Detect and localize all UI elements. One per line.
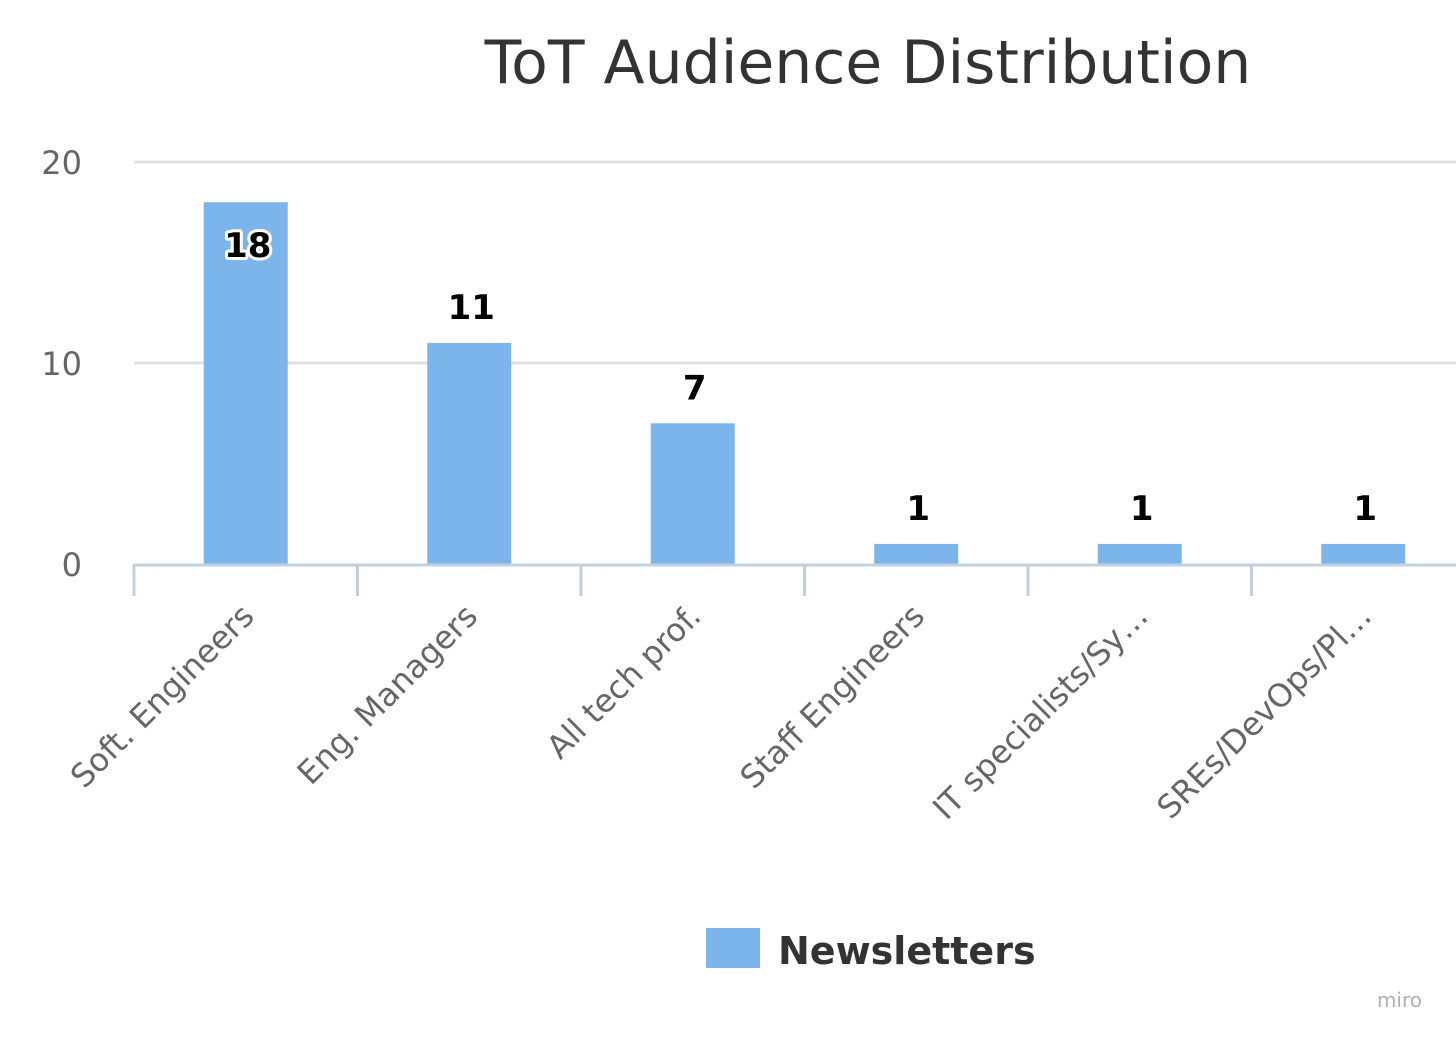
grid-lines — [134, 160, 1456, 365]
data-label-6: 1 — [1353, 489, 1377, 529]
bar-6[interactable] — [1321, 543, 1406, 564]
legend[interactable]: Newsletters — [706, 928, 1036, 973]
miro-watermark: miro — [1377, 988, 1422, 1012]
x-category-label-1: Soft. Engineers — [63, 597, 261, 795]
bars — [203, 202, 1406, 564]
y-tick-label-0: 0 — [62, 546, 82, 584]
data-label-4: 1 — [906, 489, 930, 529]
bar-4[interactable] — [874, 543, 959, 564]
x-category-label-2: Eng. Managers — [290, 597, 485, 792]
legend-swatch-newsletters — [706, 928, 760, 968]
x-category-label-6: SREs/DevOps/Pl… — [1149, 597, 1379, 827]
bar-2[interactable] — [427, 342, 512, 564]
x-axis-category-labels: Soft. Engineers Eng. Managers All tech pro… — [63, 597, 1379, 827]
chart-title: ToT Audience Distribution — [484, 28, 1252, 98]
data-label-2: 11 — [448, 288, 495, 328]
data-label-1: 18 — [224, 226, 271, 266]
y-tick-label-20: 20 — [41, 144, 82, 182]
x-axis — [132, 563, 1456, 596]
y-axis-tick-labels: 0 10 20 — [41, 144, 82, 584]
x-category-label-5: IT specialists/Sy… — [925, 597, 1155, 827]
data-label-5: 1 — [1130, 489, 1154, 529]
bar-3[interactable] — [650, 423, 735, 564]
y-tick-label-10: 10 — [41, 345, 82, 383]
data-label-3: 7 — [683, 368, 707, 408]
bar-5[interactable] — [1097, 543, 1182, 564]
bar-1[interactable] — [203, 202, 288, 564]
legend-label-newsletters: Newsletters — [778, 929, 1036, 973]
x-category-label-3: All tech prof. — [539, 597, 708, 766]
x-category-label-4: Staff Engineers — [733, 597, 932, 796]
